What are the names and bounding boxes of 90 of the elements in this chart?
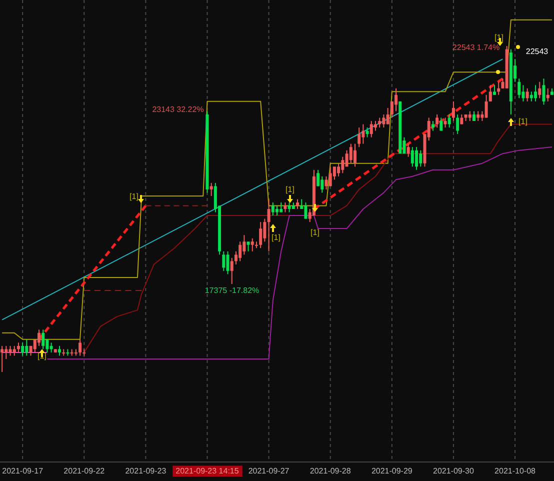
candlestick <box>50 342 53 353</box>
candlestick <box>341 156 344 174</box>
x-tick-label: 2021-09-22 <box>64 466 106 476</box>
candlestick <box>16 342 20 353</box>
candlestick <box>518 78 521 99</box>
candlestick <box>58 345 62 356</box>
candlestick <box>492 84 496 96</box>
candlestick <box>320 176 324 194</box>
candlestick <box>476 110 480 122</box>
candlestick <box>468 110 472 122</box>
x-tick-label: 2021-09-23 14:15 <box>176 466 240 476</box>
candlestick <box>530 91 533 102</box>
candlestick <box>304 202 308 220</box>
annotation: 22543 1.74% <box>452 43 500 52</box>
candlestick <box>296 198 300 210</box>
candlestick <box>222 250 226 272</box>
candlestick <box>345 150 348 168</box>
candlestick <box>370 120 373 138</box>
candlestick <box>484 94 488 118</box>
candlestick <box>25 338 28 356</box>
candlestick <box>362 124 365 144</box>
candlestick <box>415 146 418 170</box>
candlestick <box>431 120 434 132</box>
candlestick <box>440 117 443 132</box>
candlestick <box>226 250 230 275</box>
candlestick <box>8 345 12 356</box>
candlestick <box>230 257 234 284</box>
annotation: 17375 -17.82% <box>204 286 260 295</box>
candlestick <box>382 114 386 128</box>
candlestick <box>0 345 4 372</box>
candlestick <box>284 202 287 213</box>
x-tick-label: 2021-09-23 <box>125 466 167 476</box>
candlestick <box>386 107 390 125</box>
x-tick-label: 2021-10-08 <box>494 466 536 476</box>
candlestick <box>452 100 455 122</box>
candlestick <box>394 88 398 112</box>
candlestick <box>250 238 254 252</box>
candlestick <box>378 117 382 128</box>
candlestick <box>366 127 369 138</box>
candlestick <box>242 234 246 256</box>
candlestick <box>448 114 451 128</box>
candlestick <box>316 169 320 187</box>
x-tick-label: 2021-09-27 <box>248 466 290 476</box>
candlestick <box>436 114 439 128</box>
candlestick <box>522 84 525 102</box>
x-tick-label: 2021-09-30 <box>433 466 474 476</box>
candlestick <box>488 84 492 102</box>
candlestick <box>12 345 16 356</box>
candlestick <box>37 329 40 346</box>
candlestick <box>456 114 460 135</box>
candlestick <box>246 241 250 252</box>
annotation: 22543 <box>526 47 549 56</box>
candlestick <box>276 205 278 216</box>
candlestick <box>337 162 340 177</box>
candlestick <box>271 202 274 216</box>
annotation: [1] <box>130 192 138 201</box>
candlestick <box>526 88 529 102</box>
annotation: [1] <box>272 233 280 242</box>
candlestick <box>374 120 377 132</box>
candlestick <box>4 345 8 360</box>
annotation: [1] <box>286 185 294 194</box>
candlestick <box>542 78 546 106</box>
candlestick <box>210 182 213 196</box>
candlestick <box>406 143 410 158</box>
x-tick-label: 2021-09-28 <box>310 466 352 476</box>
candlestick <box>538 81 542 99</box>
candlestick <box>328 166 332 187</box>
candlestick <box>238 241 242 262</box>
candlestick <box>410 146 414 168</box>
candlestick <box>280 202 283 213</box>
x-tick-label: 2021-09-17 <box>2 466 44 476</box>
candlestick <box>497 81 500 96</box>
annotation: [1] <box>310 228 320 237</box>
candlestick <box>78 338 82 356</box>
candlestick <box>444 117 447 128</box>
candlestick <box>472 110 476 122</box>
candlestick <box>263 218 266 242</box>
candlestick <box>546 88 550 102</box>
candlestick <box>259 222 262 249</box>
candlestick <box>534 84 538 102</box>
candlestick <box>353 143 356 168</box>
candlestick <box>349 143 352 164</box>
candlestick <box>324 176 328 190</box>
candlestick <box>267 198 270 252</box>
annotation: [1] <box>518 117 528 126</box>
candlestick <box>419 150 422 168</box>
x-tick-label: 2021-09-29 <box>371 466 413 476</box>
candlestick <box>358 127 361 148</box>
annotation: 23143 32.22% <box>152 105 204 114</box>
candlestick <box>21 342 24 356</box>
